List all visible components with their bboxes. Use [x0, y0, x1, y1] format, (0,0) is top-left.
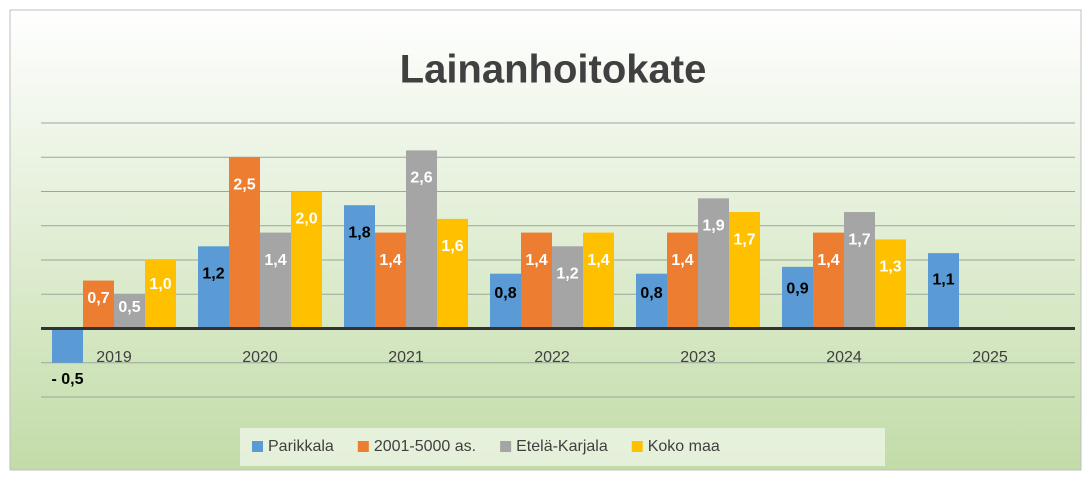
- x-tick-label: 2020: [242, 349, 278, 366]
- bar: [636, 273, 667, 329]
- data-label: 1,4: [587, 252, 609, 269]
- data-label: 1,8: [348, 224, 370, 241]
- x-tick-label: 2023: [680, 349, 716, 366]
- x-tick-label: 2022: [534, 349, 570, 366]
- bar: [291, 191, 322, 329]
- bar: [145, 260, 176, 329]
- bar: [198, 246, 229, 329]
- bar: [813, 232, 844, 329]
- legend-label: Koko maa: [648, 438, 720, 455]
- data-label: 1,4: [525, 252, 547, 269]
- legend-box: [240, 428, 885, 466]
- data-label: 1,2: [202, 266, 224, 283]
- bar: [260, 232, 291, 329]
- data-label: 1,2: [556, 266, 578, 283]
- data-label: 0,9: [786, 281, 808, 298]
- data-label: 1,4: [817, 252, 839, 269]
- bar: [437, 218, 468, 329]
- bar: [114, 294, 145, 329]
- bar: [667, 232, 698, 329]
- bar: [844, 212, 875, 329]
- data-label: 1,4: [264, 252, 286, 269]
- bar: [928, 253, 959, 329]
- legend-swatch: [252, 441, 263, 452]
- bar: [698, 198, 729, 329]
- x-tick-label: 2019: [96, 349, 132, 366]
- data-label: 1,4: [379, 252, 401, 269]
- data-label: 0,7: [87, 290, 109, 307]
- data-label: 0,8: [494, 285, 516, 302]
- data-label: 1,7: [848, 231, 870, 248]
- x-tick-label: 2021: [388, 349, 424, 366]
- bar: [83, 280, 114, 329]
- bar: [552, 246, 583, 329]
- data-label: 1,1: [932, 271, 954, 288]
- bar: [344, 205, 375, 329]
- data-label: 1,7: [733, 231, 755, 248]
- legend-swatch: [357, 441, 369, 452]
- data-label: 0,5: [118, 299, 140, 316]
- legend-label: Etelä-Karjala: [516, 438, 608, 455]
- bar: [521, 232, 552, 329]
- data-label: 1,0: [149, 276, 171, 293]
- bar: [406, 150, 437, 329]
- data-label: 1,9: [702, 218, 724, 235]
- legend-swatch: [500, 441, 512, 452]
- x-tick-label: 2024: [826, 349, 862, 366]
- data-label: 1,6: [441, 238, 463, 255]
- data-label: - 0,5: [51, 371, 83, 388]
- bar: [490, 273, 521, 329]
- data-label: 2,6: [410, 170, 432, 187]
- legend-swatch: [631, 441, 643, 452]
- bar: [229, 157, 260, 329]
- data-label: 2,0: [295, 211, 317, 228]
- bar: [375, 232, 406, 329]
- legend-label: 2001-5000 as.: [374, 438, 476, 455]
- x-tick-label: 2025: [972, 349, 1008, 366]
- data-label: 2,5: [233, 176, 255, 193]
- bar: [729, 212, 760, 329]
- bar: [583, 232, 614, 329]
- data-label: 0,8: [640, 285, 662, 302]
- bar: [52, 328, 83, 363]
- legend-label: Parikkala: [268, 438, 334, 455]
- bar: [875, 239, 906, 329]
- data-label: 1,3: [879, 259, 901, 276]
- bar: [782, 266, 813, 329]
- chart-title: Lainanhoitokate: [400, 48, 707, 92]
- data-label: 1,4: [671, 252, 693, 269]
